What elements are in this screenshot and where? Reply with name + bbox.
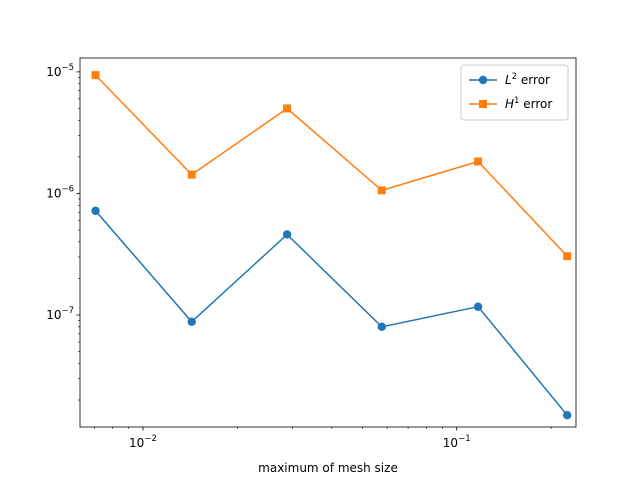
x-tick-label-exponent: −2 [144, 434, 157, 444]
y-tick-label-exponent: −5 [61, 63, 74, 73]
legend-marker-1 [479, 100, 487, 108]
series-layer [91, 71, 572, 420]
series-marker-1 [283, 104, 292, 113]
y-tick-label: 10−5 [46, 63, 74, 79]
x-axis-label: maximum of mesh size [258, 461, 398, 475]
legend-label-0: L2 error [505, 72, 550, 87]
x-tick-label: 10−2 [129, 434, 157, 450]
series-marker-0 [563, 411, 572, 420]
legend-label-symbol: L [505, 73, 512, 87]
y-tick-label-base: 10 [46, 308, 61, 322]
x-tick-label-base: 10 [443, 436, 458, 450]
series-marker-1 [563, 252, 572, 261]
legend-label-1: H1 error [505, 96, 552, 111]
legend-box [460, 64, 569, 121]
series-marker-1 [377, 186, 386, 195]
series-marker-0 [377, 322, 386, 332]
series-marker-0 [91, 206, 100, 215]
series-marker-0 [282, 230, 292, 239]
x-tick-label-base: 10 [129, 436, 144, 450]
series-marker-1 [474, 157, 483, 166]
legend-label-text: error [519, 97, 552, 111]
plot-frame [79, 57, 577, 428]
y-tick-label-exponent: −6 [61, 184, 74, 194]
series-marker-0 [473, 302, 483, 311]
series-marker-1 [91, 71, 100, 80]
series-line-0 [94, 210, 568, 416]
legend-marker-0 [478, 75, 488, 85]
y-tick-label: 10−7 [46, 306, 74, 322]
legend-label-superscript: 2 [512, 72, 517, 82]
legend-label-symbol: H [505, 97, 514, 111]
major-ticks: 10−2 10−110−710−610−5 [46, 63, 470, 450]
y-tick-label: 10−6 [46, 184, 74, 200]
x-tick-label: 10−1 [443, 434, 471, 450]
legend-label-text: error [517, 73, 550, 87]
y-tick-label-base: 10 [46, 186, 61, 200]
x-tick-label-exponent: −1 [458, 434, 471, 444]
series-marker-0 [187, 317, 196, 326]
y-tick-label-exponent: −7 [61, 306, 74, 316]
series-marker-1 [187, 170, 196, 179]
y-tick-label-base: 10 [46, 65, 61, 79]
series-line-1 [94, 74, 568, 257]
legend-label-superscript: 1 [514, 96, 519, 106]
